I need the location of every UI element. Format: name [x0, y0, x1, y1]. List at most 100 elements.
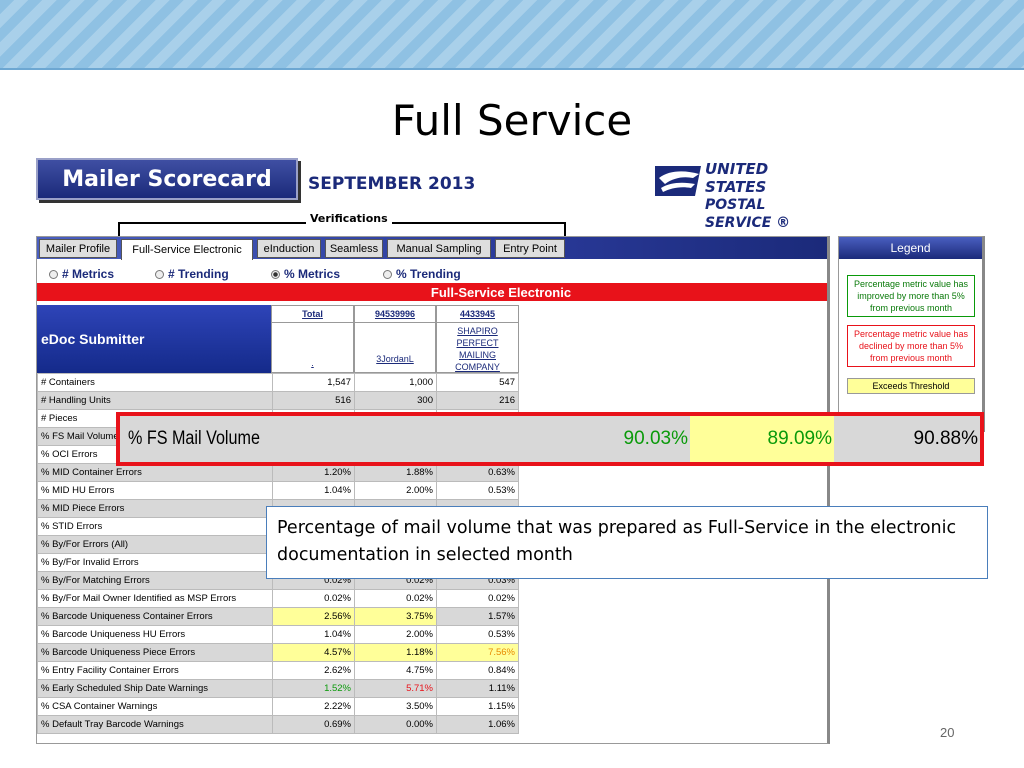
table-row: # Containers 1,547 1,000 547 [37, 373, 519, 392]
section-title-bar: Full-Service Electronic [37, 283, 827, 301]
section-title: Full-Service Electronic [430, 284, 572, 300]
metric-name: % Barcode Uniqueness Container Errors [37, 607, 273, 626]
metric-value: 300 [354, 391, 437, 410]
zoom-value-total: 90.03% [623, 428, 688, 449]
metric-name: % MID Container Errors [37, 463, 273, 482]
metric-value: 0.53% [436, 481, 519, 500]
metric-value: 2.62% [272, 661, 355, 680]
metric-value: 0.84% [436, 661, 519, 680]
metric-value: 7.56% [436, 643, 519, 662]
metric-value: 1.11% [436, 679, 519, 698]
metric-name: % STID Errors [37, 517, 273, 536]
tab-full-service-electronic[interactable]: Full-Service Electronic [121, 239, 253, 260]
metric-value: 2.56% [272, 607, 355, 626]
metric-name: % Barcode Uniqueness HU Errors [37, 625, 273, 644]
scorecard-panel: Mailer Profile Full-Service Electronic e… [36, 236, 830, 744]
usps-logo: UNITED STATES POSTAL SERVICE ® [655, 160, 830, 231]
metric-name: % By/For Mail Owner Identified as MSP Er… [37, 589, 273, 608]
table-row: % Barcode Uniqueness HU Errors 1.04% 2.00%… [37, 625, 519, 644]
table-row: # Handling Units 516 300 216 [37, 391, 519, 410]
column-4433945[interactable]: 4433945 SHAPIRO PERFECT MAILING COMPANY [436, 305, 519, 373]
radio-icon [49, 269, 58, 279]
metric-name: % Entry Facility Container Errors [37, 661, 273, 680]
page-number: 20 [940, 725, 955, 740]
column-total[interactable]: Total . [271, 305, 354, 373]
column-94539996-label: 94539996 [355, 306, 435, 323]
metric-name: % MID Piece Errors [37, 499, 273, 518]
metric-value: 0.02% [436, 589, 519, 608]
column-4433945-label: 4433945 [437, 306, 518, 323]
metric-value: 1.18% [354, 643, 437, 662]
verifications-label: Verifications [306, 212, 392, 225]
metric-name: % By/For Invalid Errors [37, 553, 273, 572]
metric-value: 1.15% [436, 697, 519, 716]
radio-percent-metrics[interactable]: % Metrics [271, 267, 340, 281]
metric-value: 0.00% [354, 715, 437, 734]
radio-percent-trending[interactable]: % Trending [383, 267, 461, 281]
tab-seamless[interactable]: Seamless [325, 239, 383, 258]
table-row: % CSA Container Warnings 2.22% 3.50% 1.15% [37, 697, 519, 716]
tab-bar: Mailer Profile Full-Service Electronic e… [37, 237, 827, 260]
usps-line1: UNITED STATES [705, 160, 769, 196]
metric-value: 216 [436, 391, 519, 410]
legend-declined: Percentage metric value has declined by … [847, 325, 975, 367]
metric-value: 0.69% [272, 715, 355, 734]
column-94539996-sub: 3JordanL [376, 354, 414, 364]
metric-value: 0.53% [436, 625, 519, 644]
radio-checked-icon [271, 269, 280, 279]
table-row: % Barcode Uniqueness Container Errors 2.5… [37, 607, 519, 626]
eagle-icon [655, 166, 701, 196]
column-94539996[interactable]: 94539996 3JordanL [354, 305, 436, 373]
callout-description: Percentage of mail volume that was prepa… [266, 506, 988, 579]
metric-name: % Default Tray Barcode Warnings [37, 715, 273, 734]
metric-value: 1.06% [436, 715, 519, 734]
metric-value: 3.50% [354, 697, 437, 716]
metric-name: % MID HU Errors [37, 481, 273, 500]
table-row: % Early Scheduled Ship Date Warnings 1.52… [37, 679, 519, 698]
radio-number-trending[interactable]: # Trending [155, 267, 229, 281]
tab-manual-sampling[interactable]: Manual Sampling [387, 239, 491, 258]
month-label: SEPTEMBER 2013 [308, 174, 476, 194]
metric-value: 1.57% [436, 607, 519, 626]
metric-name: % By/For Matching Errors [37, 571, 273, 590]
metric-value: 1.04% [272, 481, 355, 500]
metric-value: 0.63% [436, 463, 519, 482]
metric-value: 3.75% [354, 607, 437, 626]
metric-name: # Handling Units [37, 391, 273, 410]
metric-value: 516 [272, 391, 355, 410]
legend-improved: Percentage metric value has improved by … [847, 275, 975, 317]
legend-threshold: Exceeds Threshold [847, 378, 975, 394]
table-row: % Entry Facility Container Errors 2.62% 4.… [37, 661, 519, 680]
tab-entry-point[interactable]: Entry Point [495, 239, 565, 258]
zoom-value-94539996: 89.09% [690, 416, 834, 462]
legend-panel: Legend Percentage metric value has impro… [838, 236, 985, 432]
metric-value: 1.52% [272, 679, 355, 698]
metric-value: 1,547 [272, 373, 355, 392]
metric-name: % Early Scheduled Ship Date Warnings [37, 679, 273, 698]
tab-einduction[interactable]: eInduction [257, 239, 321, 258]
zoom-highlight-fs-mail-volume: % FS Mail Volume 90.03% 89.09% 90.88% [116, 412, 984, 466]
metric-value: 1.20% [272, 463, 355, 482]
metric-value: 0.02% [354, 589, 437, 608]
table-row: % Default Tray Barcode Warnings 0.69% 0.00… [37, 715, 519, 734]
radio-icon [383, 269, 392, 279]
radio-number-metrics[interactable]: # Metrics [49, 267, 114, 281]
metric-value: 5.71% [354, 679, 437, 698]
metric-name: % CSA Container Warnings [37, 697, 273, 716]
scorecard-title: Mailer Scorecard [36, 158, 298, 200]
metric-value: 4.57% [272, 643, 355, 662]
metric-value: 2.00% [354, 625, 437, 644]
view-options: # Metrics # Trending % Metrics % Trendin… [37, 263, 827, 283]
metric-name: % By/For Errors (All) [37, 535, 273, 554]
table-row: % MID HU Errors 1.04% 2.00% 0.53% [37, 481, 519, 500]
header-band [0, 0, 1024, 70]
metric-name: # Containers [37, 373, 273, 392]
metric-name: % Barcode Uniqueness Piece Errors [37, 643, 273, 662]
tab-mailer-profile[interactable]: Mailer Profile [39, 239, 117, 258]
zoom-value-4433945: 90.88% [913, 428, 978, 449]
metric-value: 2.22% [272, 697, 355, 716]
zoom-label: % FS Mail Volume [128, 428, 260, 449]
table-row: % MID Container Errors 1.20% 1.88% 0.63% [37, 463, 519, 482]
column-total-sub: . [311, 358, 314, 368]
legend-title: Legend [839, 237, 982, 259]
